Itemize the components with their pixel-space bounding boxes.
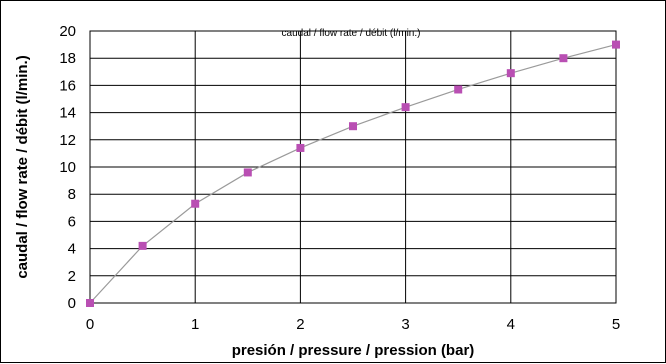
y-tick-label: 20: [59, 23, 76, 40]
x-tick-labels: 0 1 2 3 4 5: [86, 316, 620, 333]
x-tick-label: 0: [86, 316, 94, 333]
y-tick-label: 12: [59, 132, 76, 149]
data-point-marker: [243, 168, 252, 177]
series-markers: [86, 40, 620, 307]
data-point-marker: [191, 199, 200, 208]
x-tick-label: 4: [507, 316, 515, 333]
data-point-marker: [559, 54, 568, 63]
data-point-marker: [138, 241, 147, 250]
y-tick-label: 2: [68, 268, 76, 285]
x-tick-label: 5: [612, 316, 620, 333]
data-point-marker: [86, 299, 94, 307]
x-tick-label: 3: [401, 316, 409, 333]
data-point-marker: [612, 40, 620, 49]
x-tick-label: 2: [296, 316, 304, 333]
x-tick-label: 1: [191, 316, 199, 333]
data-point-marker: [401, 103, 410, 112]
y-tick-labels: 0 2 4 6 8 10 12 14 16 18 20: [59, 23, 76, 312]
y-tick-label: 4: [68, 241, 76, 258]
chart-title: caudal / flow rate / débit (l/min.): [282, 28, 421, 39]
y-tick-label: 10: [59, 159, 76, 176]
y-tick-label: 14: [59, 105, 76, 122]
gridlines: [90, 31, 616, 303]
x-axis-title: presión / pressure / pression (bar): [232, 342, 475, 359]
data-point-marker: [349, 122, 357, 131]
data-point-marker: [454, 85, 463, 94]
y-tick-label: 18: [59, 50, 76, 67]
data-point-marker: [506, 69, 515, 78]
y-axis-title: caudal / flow rate / débit (l/min.): [14, 55, 31, 278]
y-tick-label: 6: [68, 213, 76, 230]
y-tick-label: 0: [68, 295, 76, 312]
data-point-marker: [296, 143, 305, 152]
y-tick-label: 8: [68, 186, 76, 203]
y-tick-label: 16: [59, 77, 76, 94]
